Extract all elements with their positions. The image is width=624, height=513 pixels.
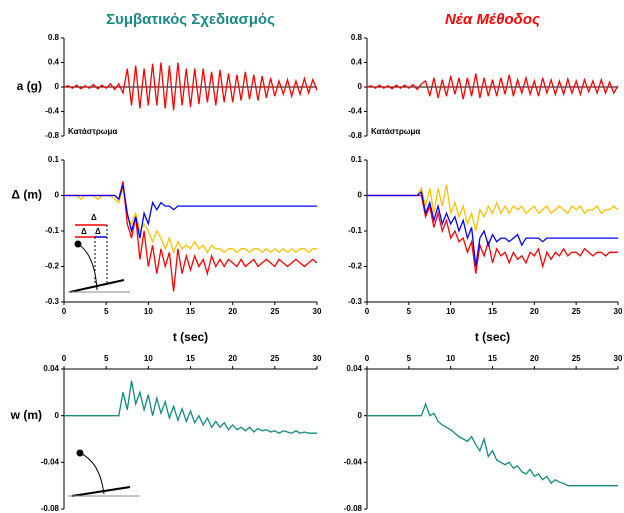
annotation: Κατάστρωμα <box>68 127 117 136</box>
data-line <box>64 188 317 255</box>
x-tick-label: 0 <box>365 307 370 316</box>
x-tick-label: 20 <box>530 354 539 363</box>
y-tick-label: 0.04 <box>43 364 59 373</box>
y-tick-label: -0.3 <box>348 297 362 306</box>
y-tick-label: 0 <box>55 191 60 200</box>
x-tick-label: 0 <box>62 354 67 363</box>
x-tick-label: 10 <box>144 354 153 363</box>
x-tick-label: 5 <box>407 354 412 363</box>
x-tick-label: 25 <box>572 307 581 316</box>
inset-label: Δ <box>95 227 101 236</box>
y-tick-label: 0 <box>358 411 363 420</box>
chart-title: Συμβατικός Σχεδιασμός <box>106 11 275 28</box>
x-tick-label: 10 <box>446 354 455 363</box>
x-tick-label: 30 <box>614 354 623 363</box>
y-tick-label: 0.8 <box>48 33 60 42</box>
data-line <box>64 380 317 434</box>
x-tick-label: 30 <box>313 307 322 316</box>
x-tick-label: 25 <box>572 354 581 363</box>
y-tick-label: -0.04 <box>344 457 363 466</box>
y-tick-label: 0 <box>358 191 363 200</box>
y-tick-label: 0 <box>55 82 60 91</box>
y-tick-label: -0.2 <box>45 262 59 271</box>
y-tick-label: 0.1 <box>48 155 60 164</box>
y-tick-label: -0.08 <box>41 504 60 513</box>
x-tick-label: 0 <box>365 354 370 363</box>
y-tick-label: 0 <box>55 411 60 420</box>
x-tick-label: 20 <box>530 307 539 316</box>
x-axis-label: t (sec) <box>173 330 208 344</box>
data-line <box>64 184 317 239</box>
y-tick-label: -0.8 <box>348 131 362 140</box>
y-axis-label: Δ (m) <box>11 188 42 202</box>
x-tick-label: 25 <box>270 307 279 316</box>
x-axis-label: t (sec) <box>475 330 510 344</box>
y-tick-label: -0.04 <box>41 457 60 466</box>
y-tick-label: 0.8 <box>351 33 363 42</box>
y-tick-label: 0.4 <box>48 58 60 67</box>
x-tick-label: 25 <box>270 354 279 363</box>
y-tick-label: -0.8 <box>45 131 59 140</box>
y-tick-label: -0.08 <box>344 504 363 513</box>
y-tick-label: -0.1 <box>348 226 362 235</box>
y-tick-label: -0.1 <box>45 226 59 235</box>
y-tick-label: 0 <box>358 82 363 91</box>
inset-label: Δ <box>91 213 97 222</box>
x-tick-label: 15 <box>488 354 497 363</box>
annotation: Κατάστρωμα <box>371 127 420 136</box>
inset-label: Δ <box>81 227 87 236</box>
x-tick-label: 5 <box>407 307 412 316</box>
data-line <box>366 73 619 100</box>
x-tick-label: 10 <box>446 307 455 316</box>
x-tick-label: 20 <box>228 354 237 363</box>
x-tick-label: 15 <box>186 354 195 363</box>
data-line <box>367 190 618 267</box>
x-tick-label: 5 <box>104 354 109 363</box>
y-axis-label: w (m) <box>10 408 42 422</box>
data-line <box>367 402 618 487</box>
y-tick-label: 0.04 <box>346 364 362 373</box>
x-tick-label: 10 <box>144 307 153 316</box>
y-tick-label: 0.4 <box>351 58 363 67</box>
x-tick-label: 15 <box>488 307 497 316</box>
y-tick-label: -0.4 <box>45 107 59 116</box>
x-tick-label: 15 <box>186 307 195 316</box>
chart-title: Νέα Μέθοδος <box>445 11 540 28</box>
y-tick-label: -0.3 <box>45 297 59 306</box>
x-tick-label: 30 <box>313 354 322 363</box>
y-tick-label: -0.4 <box>348 107 362 116</box>
deck-inset: Δ Δ Δ <box>68 213 130 293</box>
x-tick-label: 20 <box>228 307 237 316</box>
x-tick-label: 30 <box>614 307 623 316</box>
y-tick-label: 0.1 <box>351 155 363 164</box>
data-line <box>63 62 318 111</box>
x-tick-label: 0 <box>62 307 67 316</box>
data-line <box>367 184 619 232</box>
y-tick-label: -0.2 <box>348 262 362 271</box>
x-tick-label: 5 <box>104 307 109 316</box>
y-axis-label: a (g) <box>17 79 42 93</box>
deck-inset <box>68 449 140 497</box>
